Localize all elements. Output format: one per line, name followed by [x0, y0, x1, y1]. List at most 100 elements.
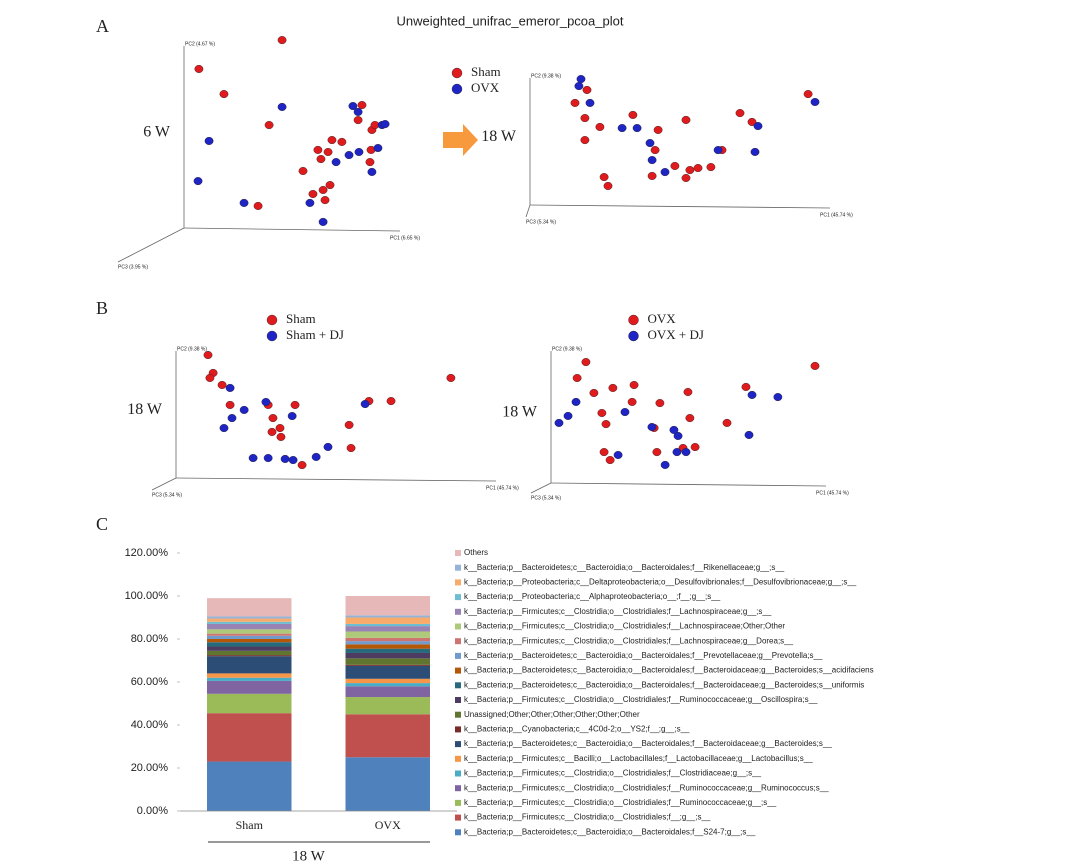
point — [305, 198, 315, 207]
point — [617, 124, 627, 133]
point — [685, 414, 695, 423]
point — [193, 177, 203, 186]
point — [318, 185, 328, 194]
point — [670, 161, 680, 170]
y-tick-label: 0.00% — [137, 805, 168, 817]
point — [627, 397, 637, 406]
group-label: 18 W — [481, 128, 517, 145]
point — [741, 382, 751, 391]
point — [327, 136, 337, 145]
point — [570, 98, 580, 107]
point — [655, 399, 665, 408]
point — [320, 196, 330, 205]
point — [219, 424, 229, 433]
point — [380, 120, 390, 129]
bar-segment — [345, 697, 430, 715]
point — [603, 181, 613, 190]
point — [311, 452, 321, 461]
bar-segment — [345, 641, 430, 645]
point — [313, 145, 323, 154]
legend-label: k__Bacteria;p__Firmicutes;c__Clostridia;… — [464, 607, 772, 616]
point — [706, 163, 716, 172]
point — [753, 122, 763, 131]
point — [632, 124, 642, 133]
legend-label: Sham + DJ — [286, 327, 344, 342]
legend-marker — [628, 314, 639, 326]
point — [653, 125, 663, 134]
point — [735, 109, 745, 118]
legend-swatch — [455, 697, 461, 703]
point — [239, 198, 249, 207]
bar-segment — [207, 621, 292, 624]
point — [580, 136, 590, 145]
point — [239, 405, 249, 414]
axis-line — [117, 227, 185, 263]
group-label: 18 W — [502, 404, 538, 421]
bar-segment — [207, 656, 292, 674]
point — [263, 454, 273, 463]
y-tick-label: 60.00% — [131, 676, 169, 688]
point — [344, 151, 354, 160]
bar-segment — [207, 680, 292, 694]
bar-segment — [345, 714, 430, 758]
point — [290, 400, 300, 409]
legend-label: k__Bacteria;p__Proteobacteria;c__Alphapr… — [464, 592, 721, 601]
point — [773, 393, 783, 402]
legend-swatch — [455, 682, 461, 689]
bar-segment — [207, 618, 292, 622]
point — [608, 383, 618, 392]
y-tick-label: 120.00% — [125, 547, 169, 559]
point — [690, 443, 700, 452]
figure-title: Unweighted_unifrac_emeror_pcoa_plot — [397, 13, 624, 28]
panel-label: B — [96, 298, 108, 318]
bar-segment — [345, 615, 430, 618]
point — [601, 420, 611, 429]
legend-label: Unassigned;Other;Other;Other;Other;Other… — [464, 710, 640, 719]
point — [261, 397, 271, 406]
z-axis-label: PC3 (5.34 %) — [531, 495, 561, 501]
legend-swatch — [455, 623, 461, 630]
point — [446, 373, 456, 382]
legend-swatch — [455, 726, 461, 733]
bar-segment — [345, 631, 430, 638]
point — [277, 36, 287, 45]
y-tick-label: 80.00% — [131, 633, 169, 645]
bar-segment — [345, 626, 430, 632]
point — [318, 217, 328, 226]
point — [605, 456, 615, 465]
point — [346, 444, 356, 453]
legend-swatch — [455, 594, 461, 601]
bar-segment — [345, 652, 430, 659]
group-label: 18 W — [127, 401, 163, 418]
bar-segment — [345, 623, 430, 627]
legend-label: k__Bacteria;p__Firmicutes;c__Clostridia;… — [464, 695, 818, 704]
bar-segment — [345, 683, 430, 687]
legend-swatch — [455, 785, 461, 792]
axis-line — [525, 204, 531, 218]
point — [275, 424, 285, 433]
legend-label: Sham — [286, 311, 316, 326]
point — [353, 116, 363, 125]
axis-line — [530, 482, 552, 494]
point — [582, 85, 592, 94]
point — [353, 107, 363, 116]
bar-segment — [207, 650, 292, 656]
legend-marker — [266, 330, 278, 342]
z-axis-label: PC3 (3.95 %) — [118, 264, 148, 270]
bar-segment — [345, 686, 430, 698]
point — [316, 155, 326, 164]
legend-swatch — [455, 741, 461, 748]
point — [599, 173, 609, 182]
y-axis-label: PC2 (9.38 %) — [552, 346, 582, 352]
y-tick-label: 100.00% — [125, 590, 169, 602]
point — [225, 400, 235, 409]
bar-segment — [207, 761, 292, 811]
axis-line — [550, 482, 827, 487]
point — [750, 147, 760, 156]
point — [585, 98, 595, 107]
point — [360, 400, 370, 409]
point — [628, 110, 638, 119]
legend-label: k__Bacteria;p__Firmicutes;c__Clostridia;… — [464, 813, 711, 822]
point — [722, 418, 732, 427]
